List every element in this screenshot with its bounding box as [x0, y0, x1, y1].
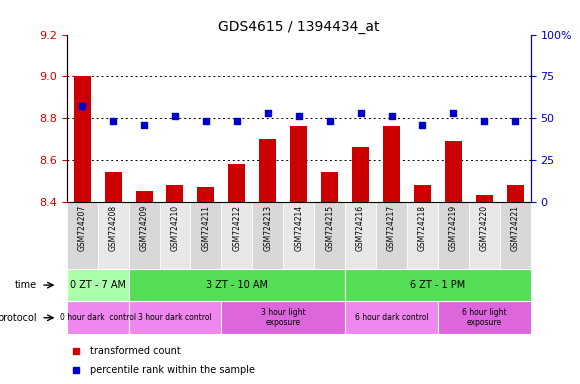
Bar: [222, 202, 252, 269]
Text: transformed count: transformed count: [90, 346, 180, 356]
Text: 6 hour dark control: 6 hour dark control: [354, 313, 429, 322]
Bar: [160, 202, 190, 269]
Bar: [438, 202, 469, 269]
Text: 0 ZT - 7 AM: 0 ZT - 7 AM: [70, 280, 126, 290]
Bar: [67, 269, 129, 301]
Point: [263, 110, 273, 116]
Point: [232, 118, 241, 124]
Text: percentile rank within the sample: percentile rank within the sample: [90, 364, 255, 375]
Bar: [376, 202, 407, 269]
Text: GSM724217: GSM724217: [387, 205, 396, 251]
Bar: [438, 301, 531, 334]
Title: GDS4615 / 1394434_at: GDS4615 / 1394434_at: [218, 20, 379, 33]
Bar: [252, 202, 283, 269]
Bar: [129, 202, 160, 269]
Text: 3 hour light
exposure: 3 hour light exposure: [261, 308, 306, 328]
Text: GSM724212: GSM724212: [233, 205, 241, 251]
Text: GSM724221: GSM724221: [511, 205, 520, 251]
Text: 3 ZT - 10 AM: 3 ZT - 10 AM: [206, 280, 268, 290]
Text: 0 hour dark  control: 0 hour dark control: [60, 313, 136, 322]
Bar: [414, 185, 431, 202]
Text: GSM724209: GSM724209: [140, 205, 148, 251]
Bar: [507, 185, 524, 202]
Bar: [259, 139, 276, 202]
Text: 6 hour light
exposure: 6 hour light exposure: [462, 308, 506, 328]
Point: [510, 118, 520, 124]
Text: GSM724215: GSM724215: [325, 205, 334, 251]
Bar: [352, 147, 369, 202]
Bar: [197, 187, 215, 202]
Bar: [314, 202, 345, 269]
Bar: [469, 202, 500, 269]
Point: [108, 118, 118, 124]
Bar: [290, 126, 307, 202]
Bar: [445, 141, 462, 202]
Text: GSM724208: GSM724208: [108, 205, 118, 251]
Bar: [129, 301, 222, 334]
Bar: [321, 172, 338, 202]
Bar: [97, 202, 129, 269]
Bar: [407, 202, 438, 269]
Text: GSM724218: GSM724218: [418, 205, 427, 251]
Bar: [345, 301, 438, 334]
Bar: [74, 76, 90, 202]
Point: [201, 118, 211, 124]
Bar: [476, 195, 493, 202]
Point: [325, 118, 334, 124]
Point: [387, 113, 396, 119]
Bar: [104, 172, 122, 202]
Bar: [500, 202, 531, 269]
Point: [356, 110, 365, 116]
Text: GSM724207: GSM724207: [78, 205, 86, 251]
Point: [294, 113, 303, 119]
Bar: [166, 185, 183, 202]
Text: GSM724214: GSM724214: [294, 205, 303, 251]
Bar: [129, 269, 345, 301]
Text: GSM724219: GSM724219: [449, 205, 458, 251]
Bar: [229, 164, 245, 202]
Point: [78, 103, 87, 109]
Bar: [283, 202, 314, 269]
Point: [449, 110, 458, 116]
Bar: [67, 202, 97, 269]
Text: GSM724213: GSM724213: [263, 205, 272, 251]
Text: 3 hour dark control: 3 hour dark control: [138, 313, 212, 322]
Bar: [345, 269, 531, 301]
Text: GSM724216: GSM724216: [356, 205, 365, 251]
Text: GSM724210: GSM724210: [171, 205, 179, 251]
Point: [171, 113, 180, 119]
Point: [139, 122, 148, 128]
Bar: [345, 202, 376, 269]
Text: protocol: protocol: [0, 313, 37, 323]
Bar: [136, 191, 153, 202]
Text: GSM724220: GSM724220: [480, 205, 489, 251]
Bar: [190, 202, 222, 269]
Text: GSM724211: GSM724211: [201, 205, 211, 251]
Point: [480, 118, 489, 124]
Text: 6 ZT - 1 PM: 6 ZT - 1 PM: [410, 280, 466, 290]
Bar: [383, 126, 400, 202]
Point: [418, 122, 427, 128]
Bar: [67, 301, 129, 334]
Text: time: time: [14, 280, 37, 290]
Bar: [222, 301, 345, 334]
